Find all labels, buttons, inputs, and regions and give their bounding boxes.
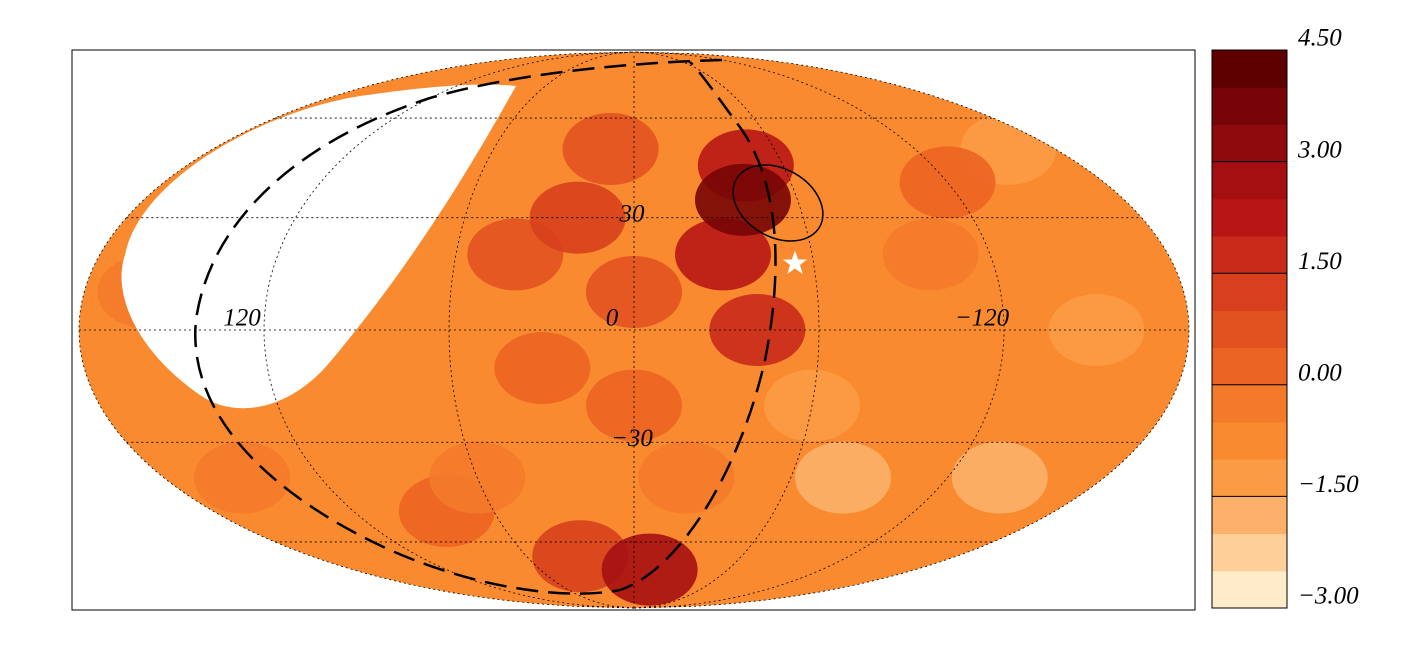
spot [601,533,698,606]
colorbar-tick-label: 0.00 [1298,360,1342,387]
lon-tick-label: −120 [955,305,1010,332]
map-frame [71,49,1196,611]
spot [586,369,682,442]
colorbar-band [1212,124,1287,163]
overlay: 120 0 −120 30 −30 [78,51,1190,609]
spot [494,332,591,405]
map [79,52,1189,608]
spot [951,441,1048,514]
lon-tick-label: 120 [223,305,261,332]
spot [899,146,996,219]
colorbar-band [1212,570,1287,609]
colorbar-tick-label: 4.50 [1298,25,1342,52]
colorbar-band [1212,273,1287,311]
spot [1048,294,1145,366]
colorbar-tick-label: 3.00 [1297,136,1342,163]
colorbar-band [1212,347,1287,386]
colorbar-band [1212,87,1287,125]
colorbar-band [1212,161,1287,200]
colorbar-band [1212,236,1287,274]
graticule-meridian [448,51,635,609]
colorbar-band [1212,496,1287,535]
spot [709,294,806,366]
colorbar-band [1212,459,1287,497]
colorbar-tick-label: −1.50 [1298,471,1359,498]
colorbar-band [1212,198,1287,237]
dashed-circle [194,58,777,595]
spot [194,441,291,514]
spot [562,112,659,185]
colorbar-band [1212,533,1287,572]
colorbar-band [1212,310,1287,349]
lat-tick-label: −30 [611,425,653,452]
lat-tick-label: 30 [619,200,646,227]
colorbar-band [1212,422,1287,460]
graticule-meridian [633,51,820,609]
spot [694,163,791,236]
spot [795,441,892,514]
colorbar: −3.00 −1.50 0.00 1.50 3.00 4.50 [1211,25,1359,610]
spot [638,441,735,514]
masked-region [121,84,517,409]
spot [891,332,988,405]
spot [675,218,772,291]
colorbar-tick-label: 1.50 [1298,248,1342,275]
colorbar-tick-label: −3.00 [1298,583,1359,610]
region-ellipse [732,164,824,242]
colorbar-band [1212,50,1287,88]
spot [882,218,979,291]
lon-tick-label: 0 [606,305,619,332]
star-marker [783,251,807,274]
colorbar-band [1212,384,1287,423]
